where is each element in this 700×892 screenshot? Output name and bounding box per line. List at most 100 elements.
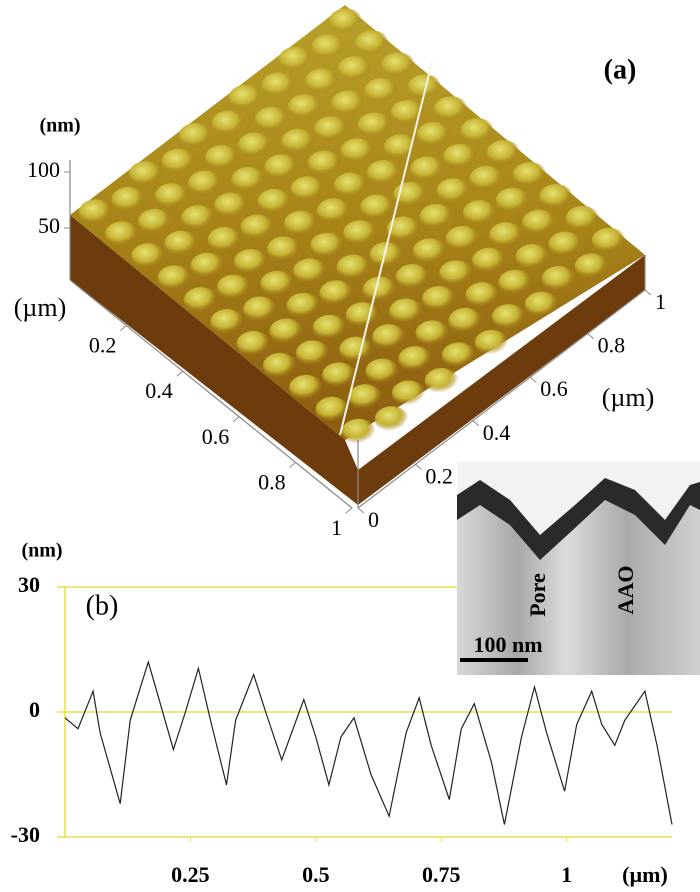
bump bbox=[391, 380, 426, 407]
bump bbox=[283, 210, 318, 237]
tem-particles bbox=[457, 478, 700, 560]
bump bbox=[204, 144, 239, 171]
bump bbox=[390, 99, 425, 126]
bump bbox=[137, 208, 172, 235]
x-tick-label: 0.8 bbox=[258, 469, 286, 494]
bump bbox=[260, 270, 295, 297]
y-tick bbox=[644, 289, 652, 296]
x-tick bbox=[120, 325, 127, 331]
bump bbox=[489, 222, 524, 249]
profile-line bbox=[339, 61, 433, 436]
bump bbox=[190, 252, 225, 279]
x-axis bbox=[69, 279, 353, 509]
bump bbox=[341, 418, 376, 445]
surface-bumps bbox=[78, 8, 626, 445]
surface-side bbox=[70, 215, 645, 505]
bump bbox=[345, 302, 380, 329]
bump bbox=[354, 30, 389, 57]
tem-top bbox=[457, 462, 700, 535]
bump bbox=[315, 396, 350, 423]
aao-label: AAO bbox=[613, 566, 638, 615]
y-tick-label: 0 bbox=[368, 507, 379, 532]
bump bbox=[462, 200, 497, 227]
bump bbox=[522, 209, 557, 236]
bump bbox=[348, 384, 383, 411]
bump bbox=[412, 238, 447, 265]
bump bbox=[515, 244, 550, 271]
bump bbox=[269, 318, 304, 345]
bump bbox=[465, 282, 500, 309]
bump bbox=[433, 96, 468, 123]
x-tick bbox=[345, 507, 353, 514]
bump bbox=[181, 205, 216, 232]
bump bbox=[290, 176, 325, 203]
bump bbox=[448, 307, 483, 334]
x-tick-label: 0.75 bbox=[422, 862, 461, 887]
bump bbox=[104, 221, 139, 248]
bump bbox=[333, 172, 368, 199]
bump bbox=[389, 298, 424, 325]
y-tick-label: 0.2 bbox=[425, 463, 453, 488]
bump bbox=[424, 368, 459, 395]
profile-line bbox=[64, 659, 673, 825]
bump bbox=[398, 346, 433, 373]
bump bbox=[311, 34, 346, 61]
bump bbox=[441, 342, 476, 369]
y-tick bbox=[472, 420, 480, 427]
bump bbox=[486, 140, 521, 167]
bump bbox=[281, 128, 316, 155]
bump bbox=[415, 320, 450, 347]
bump bbox=[495, 187, 530, 214]
bump bbox=[240, 214, 275, 241]
z-tick-label: 50 bbox=[38, 213, 60, 238]
bump bbox=[286, 292, 321, 319]
bump bbox=[339, 336, 374, 363]
bump bbox=[372, 324, 407, 351]
bump bbox=[178, 123, 213, 150]
bump bbox=[474, 329, 509, 356]
bump bbox=[574, 253, 609, 280]
bump bbox=[266, 236, 301, 263]
y-tick-label: 0.4 bbox=[483, 420, 511, 445]
bump bbox=[131, 243, 166, 270]
bump bbox=[187, 170, 222, 197]
bump bbox=[154, 183, 189, 210]
bump bbox=[362, 276, 397, 303]
bump bbox=[386, 216, 421, 243]
panel-a: (a) (nm) (µm) (µm) 50 100 0.2 0.4 0.6 0.8 1 0 0.… bbox=[14, 5, 666, 540]
x-tick-label: 1 bbox=[561, 862, 572, 887]
bump bbox=[407, 74, 442, 101]
bump bbox=[289, 374, 324, 401]
bump bbox=[469, 165, 504, 192]
y-tick-label: 1 bbox=[655, 289, 666, 314]
bump bbox=[419, 203, 454, 230]
bump bbox=[236, 330, 271, 357]
bump bbox=[512, 162, 547, 189]
bump bbox=[161, 148, 196, 175]
bump bbox=[233, 248, 268, 275]
bump bbox=[228, 84, 263, 111]
y-axis-label: (nm) bbox=[21, 540, 62, 562]
x-tick bbox=[232, 416, 240, 423]
z-tick-label: 100 bbox=[27, 157, 60, 182]
bump bbox=[319, 280, 354, 307]
bump bbox=[337, 56, 372, 83]
x-tick-label: 1 bbox=[331, 515, 342, 540]
bump bbox=[365, 358, 400, 385]
y-tick bbox=[415, 464, 422, 470]
bump bbox=[565, 205, 600, 232]
bump bbox=[262, 352, 297, 379]
bump bbox=[439, 260, 474, 287]
bump bbox=[491, 304, 526, 331]
bump bbox=[231, 166, 266, 193]
bump bbox=[304, 68, 339, 95]
bump bbox=[261, 72, 296, 99]
bump bbox=[591, 227, 626, 254]
bump bbox=[374, 406, 409, 433]
x-axis-label: (µm) bbox=[622, 862, 668, 887]
bump bbox=[207, 227, 242, 254]
scale-label: 100 nm bbox=[473, 632, 542, 657]
bump bbox=[416, 121, 451, 148]
tem-inset: Pore AAO 100 nm bbox=[457, 462, 700, 675]
bump bbox=[111, 186, 146, 213]
